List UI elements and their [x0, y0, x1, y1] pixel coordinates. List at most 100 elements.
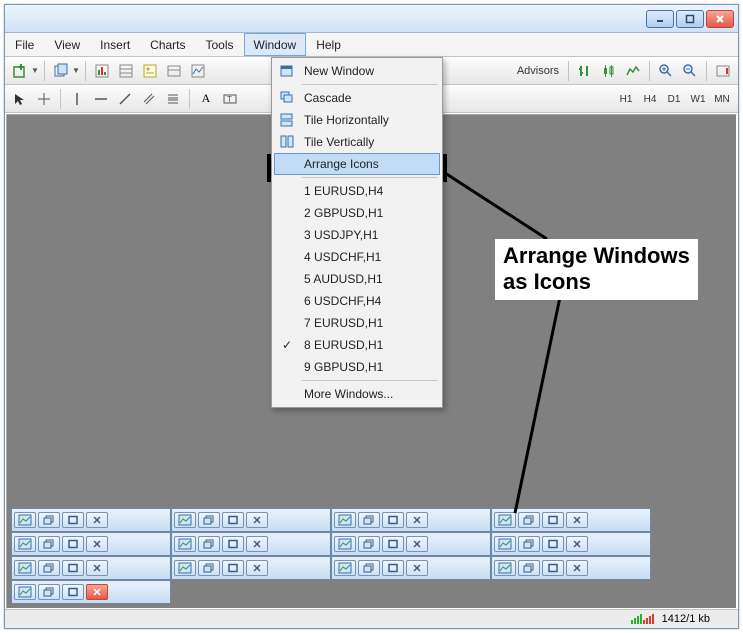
line-chart-icon[interactable]: [622, 60, 644, 82]
navigator-icon[interactable]: [139, 60, 161, 82]
close-button[interactable]: [246, 560, 268, 576]
close-button[interactable]: [86, 560, 108, 576]
menu-help[interactable]: Help: [306, 33, 351, 56]
menu-file[interactable]: File: [5, 33, 44, 56]
horizontal-line-icon[interactable]: [90, 88, 112, 110]
maximize-button[interactable]: [62, 560, 84, 576]
maximize-button[interactable]: [542, 512, 564, 528]
maximize-button[interactable]: [542, 536, 564, 552]
timeframe-mn[interactable]: MN: [710, 88, 734, 110]
menu-new-window[interactable]: New Window: [274, 60, 440, 82]
minimized-window[interactable]: [11, 580, 171, 604]
maximize-button[interactable]: [62, 584, 84, 600]
maximize-button[interactable]: [542, 560, 564, 576]
minimized-window[interactable]: [491, 508, 651, 532]
menu-insert[interactable]: Insert: [90, 33, 140, 56]
close-button[interactable]: [86, 584, 108, 600]
minimized-window[interactable]: [11, 556, 171, 580]
text-label-icon[interactable]: T: [219, 88, 241, 110]
menu-more-windows[interactable]: More Windows...: [274, 383, 440, 405]
menu-view[interactable]: View: [44, 33, 90, 56]
menu-window-7[interactable]: 7 EURUSD,H1: [274, 312, 440, 334]
restore-button[interactable]: [38, 536, 60, 552]
menu-window-6[interactable]: 6 USDCHF,H4: [274, 290, 440, 312]
data-window-icon[interactable]: [115, 60, 137, 82]
profiles-icon[interactable]: [50, 60, 72, 82]
maximize-button[interactable]: [676, 10, 704, 28]
channel-icon[interactable]: [138, 88, 160, 110]
maximize-button[interactable]: [382, 512, 404, 528]
maximize-button[interactable]: [222, 536, 244, 552]
restore-button[interactable]: [38, 560, 60, 576]
close-button[interactable]: [566, 512, 588, 528]
fibonacci-icon[interactable]: [162, 88, 184, 110]
menu-charts[interactable]: Charts: [140, 33, 195, 56]
terminal-icon[interactable]: [163, 60, 185, 82]
close-button[interactable]: [706, 10, 734, 28]
restore-button[interactable]: [38, 584, 60, 600]
menu-tile-horizontally[interactable]: Tile Horizontally: [274, 109, 440, 131]
restore-button[interactable]: [518, 512, 540, 528]
timeframe-h1[interactable]: H1: [614, 88, 638, 110]
menu-window-1[interactable]: 1 EURUSD,H4: [274, 180, 440, 202]
minimized-window[interactable]: [331, 532, 491, 556]
close-button[interactable]: [246, 536, 268, 552]
menu-window[interactable]: Window: [244, 33, 307, 56]
minimized-window[interactable]: [331, 508, 491, 532]
close-button[interactable]: [86, 512, 108, 528]
menu-tools[interactable]: Tools: [196, 33, 244, 56]
minimized-window[interactable]: [171, 508, 331, 532]
minimized-window[interactable]: [491, 556, 651, 580]
zoom-out-icon[interactable]: [679, 60, 701, 82]
maximize-button[interactable]: [382, 560, 404, 576]
maximize-button[interactable]: [62, 536, 84, 552]
menu-window-2[interactable]: 2 GBPUSD,H1: [274, 202, 440, 224]
minimized-window[interactable]: [331, 556, 491, 580]
maximize-button[interactable]: [382, 536, 404, 552]
text-icon[interactable]: A: [195, 88, 217, 110]
minimized-window[interactable]: [491, 532, 651, 556]
close-button[interactable]: [86, 536, 108, 552]
menu-window-9[interactable]: 9 GBPUSD,H1: [274, 356, 440, 378]
menu-window-5[interactable]: 5 AUDUSD,H1: [274, 268, 440, 290]
timeframe-d1[interactable]: D1: [662, 88, 686, 110]
trendline-icon[interactable]: [114, 88, 136, 110]
timeframe-w1[interactable]: W1: [686, 88, 710, 110]
vertical-line-icon[interactable]: [66, 88, 88, 110]
restore-button[interactable]: [198, 512, 220, 528]
restore-button[interactable]: [518, 536, 540, 552]
close-button[interactable]: [566, 560, 588, 576]
minimized-window[interactable]: [171, 556, 331, 580]
restore-button[interactable]: [518, 560, 540, 576]
bar-chart-icon[interactable]: [574, 60, 596, 82]
close-button[interactable]: [246, 512, 268, 528]
dropdown-arrow-icon[interactable]: ▼: [72, 66, 80, 75]
restore-button[interactable]: [358, 512, 380, 528]
dropdown-arrow-icon[interactable]: ▼: [31, 66, 39, 75]
new-chart-icon[interactable]: [9, 60, 31, 82]
zoom-in-icon[interactable]: [655, 60, 677, 82]
auto-scroll-icon[interactable]: [712, 60, 734, 82]
minimize-button[interactable]: [646, 10, 674, 28]
maximize-button[interactable]: [222, 560, 244, 576]
menu-arrange-icons[interactable]: Arrange Icons: [274, 153, 440, 175]
crosshair-icon[interactable]: [33, 88, 55, 110]
restore-button[interactable]: [358, 536, 380, 552]
menu-window-3[interactable]: 3 USDJPY,H1: [274, 224, 440, 246]
minimized-window[interactable]: [171, 532, 331, 556]
minimized-window[interactable]: [11, 508, 171, 532]
menu-cascade[interactable]: Cascade: [274, 87, 440, 109]
minimized-window[interactable]: [11, 532, 171, 556]
close-button[interactable]: [406, 512, 428, 528]
close-button[interactable]: [406, 560, 428, 576]
close-button[interactable]: [566, 536, 588, 552]
timeframe-h4[interactable]: H4: [638, 88, 662, 110]
maximize-button[interactable]: [222, 512, 244, 528]
restore-button[interactable]: [38, 512, 60, 528]
close-button[interactable]: [406, 536, 428, 552]
market-watch-icon[interactable]: [91, 60, 113, 82]
maximize-button[interactable]: [62, 512, 84, 528]
restore-button[interactable]: [358, 560, 380, 576]
restore-button[interactable]: [198, 560, 220, 576]
menu-tile-vertically[interactable]: Tile Vertically: [274, 131, 440, 153]
